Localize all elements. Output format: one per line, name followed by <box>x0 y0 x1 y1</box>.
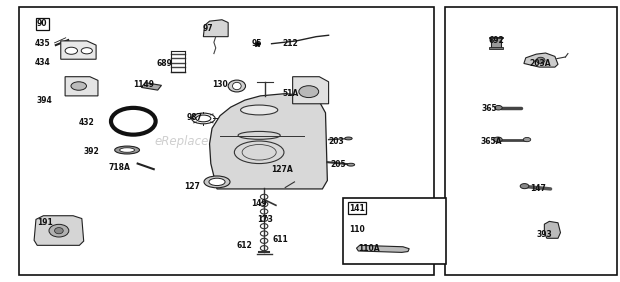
Ellipse shape <box>81 48 92 54</box>
Ellipse shape <box>523 138 531 142</box>
Bar <box>343 198 446 264</box>
Bar <box>489 47 503 49</box>
Text: 1149: 1149 <box>133 80 154 89</box>
PathPatch shape <box>356 245 409 252</box>
PathPatch shape <box>210 94 327 189</box>
Text: 392: 392 <box>84 147 100 156</box>
Ellipse shape <box>520 184 529 189</box>
Text: 718A: 718A <box>108 163 130 172</box>
Text: 205: 205 <box>330 160 346 169</box>
Ellipse shape <box>299 86 319 98</box>
Ellipse shape <box>241 105 278 115</box>
PathPatch shape <box>544 221 560 238</box>
Ellipse shape <box>362 226 372 230</box>
PathPatch shape <box>293 77 329 104</box>
Text: 97: 97 <box>202 24 213 33</box>
Text: 612: 612 <box>236 241 252 250</box>
Ellipse shape <box>204 176 230 188</box>
Text: 432: 432 <box>79 118 95 127</box>
Ellipse shape <box>494 137 502 142</box>
Ellipse shape <box>345 137 352 140</box>
Text: 173: 173 <box>257 215 273 224</box>
Text: 987: 987 <box>187 113 203 122</box>
PathPatch shape <box>203 20 228 37</box>
Ellipse shape <box>347 163 355 166</box>
Text: 147: 147 <box>530 184 546 193</box>
Text: 434: 434 <box>34 58 50 67</box>
Bar <box>445 7 617 275</box>
Ellipse shape <box>495 105 502 110</box>
Text: 191: 191 <box>37 218 53 227</box>
Ellipse shape <box>55 228 63 234</box>
PathPatch shape <box>61 41 96 59</box>
Text: 141: 141 <box>349 204 365 213</box>
Text: 689: 689 <box>156 59 172 68</box>
Text: 127A: 127A <box>271 165 293 174</box>
Ellipse shape <box>71 82 86 90</box>
Text: 394: 394 <box>37 96 53 105</box>
Text: 435: 435 <box>34 39 50 48</box>
Text: 212: 212 <box>282 39 298 48</box>
PathPatch shape <box>65 77 98 96</box>
Text: 127: 127 <box>184 182 200 191</box>
Ellipse shape <box>65 47 78 54</box>
Bar <box>19 7 434 275</box>
Text: 110A: 110A <box>358 244 379 253</box>
Bar <box>489 37 503 38</box>
Ellipse shape <box>232 82 241 90</box>
Text: 130: 130 <box>212 80 228 89</box>
Text: eReplacementParts.com: eReplacementParts.com <box>154 135 298 147</box>
Text: 90: 90 <box>37 19 47 28</box>
Text: 203A: 203A <box>530 59 551 68</box>
PathPatch shape <box>34 216 84 245</box>
Text: 365A: 365A <box>481 136 502 146</box>
Ellipse shape <box>115 146 140 154</box>
Text: 611: 611 <box>272 235 288 244</box>
Ellipse shape <box>49 224 69 237</box>
Ellipse shape <box>358 225 376 231</box>
Text: 95: 95 <box>252 39 262 48</box>
Ellipse shape <box>228 80 246 92</box>
Ellipse shape <box>536 57 545 63</box>
Text: 51A: 51A <box>282 89 298 98</box>
PathPatch shape <box>524 53 558 67</box>
Text: 692: 692 <box>488 36 504 45</box>
Text: 110: 110 <box>349 225 365 234</box>
Text: 149: 149 <box>251 199 267 208</box>
Text: 393: 393 <box>536 230 552 239</box>
Bar <box>491 37 501 48</box>
Ellipse shape <box>120 148 135 152</box>
Text: 203: 203 <box>328 136 344 146</box>
Text: 365: 365 <box>482 104 498 113</box>
Ellipse shape <box>209 178 225 186</box>
Bar <box>141 83 161 90</box>
